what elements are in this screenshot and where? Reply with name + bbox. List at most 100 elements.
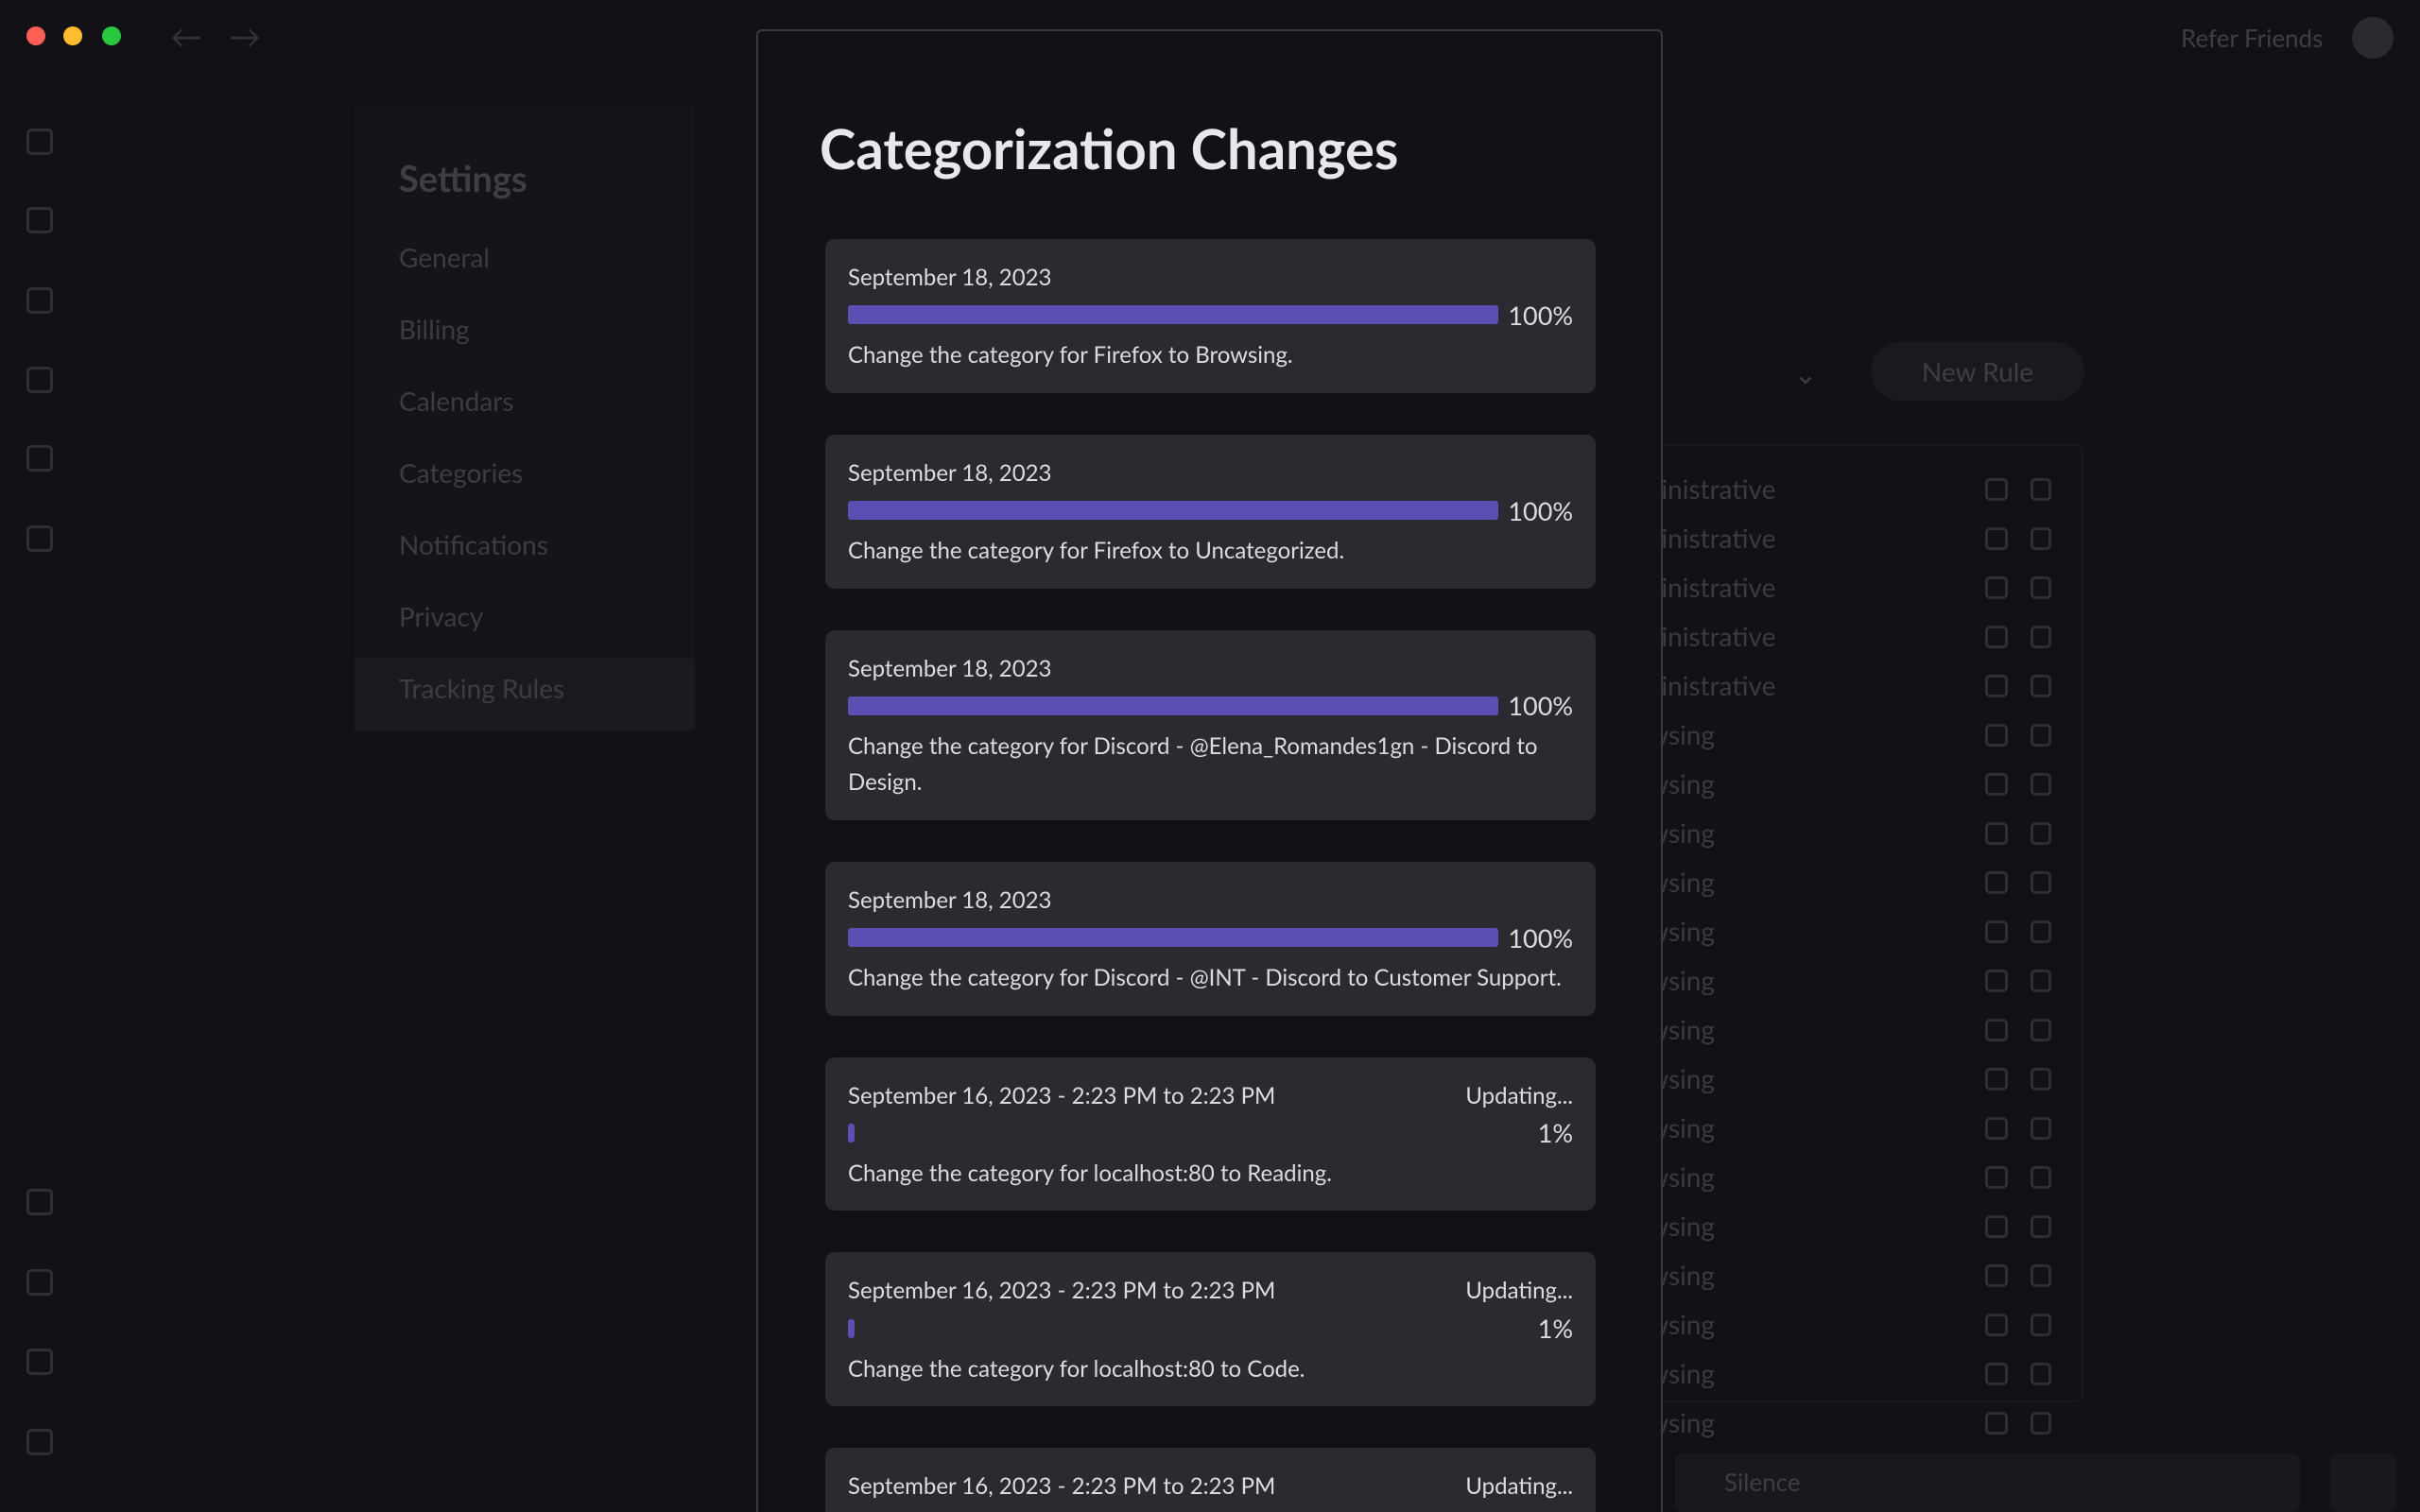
change-card: September 18, 2023 100% Change the categor… [825,239,1596,393]
delete-icon[interactable] [2031,626,2051,648]
edit-icon[interactable] [1985,1363,2008,1385]
minimize-button[interactable] [63,26,82,45]
back-arrow[interactable]: ← [170,17,202,56]
delete-icon[interactable] [2031,1412,2051,1435]
chat-button[interactable] [2330,1453,2396,1512]
close-button[interactable] [26,26,45,45]
card-date: September 18, 2023 [848,264,1052,291]
change-card: September 16, 2023 - 2:23 PM to 2:23 PM U… [825,1057,1596,1211]
menu-item[interactable]: Calendars [399,385,514,417]
menu-item[interactable]: Notifications [399,528,548,560]
progress-track [848,928,1498,948]
sidebar-icon[interactable] [26,525,53,552]
progress-track [848,696,1498,715]
edit-icon[interactable] [1985,724,2008,747]
edit-icon[interactable] [1985,1264,2008,1287]
new-rule-button[interactable]: New Rule [1871,342,2084,401]
card-description: Change the category for localhost:80 to … [848,1354,1305,1383]
sidebar-icon[interactable] [26,1269,53,1296]
sidebar-icon[interactable] [26,1189,53,1215]
progress-bar [848,1123,855,1143]
menu-item[interactable]: Privacy [399,600,484,632]
edit-icon[interactable] [1985,1166,2008,1189]
card-date: September 16, 2023 - 2:23 PM to 2:23 PM [848,1277,1276,1305]
modal: Categorization Changes September 18, 202… [756,29,1663,1512]
forward-arrow[interactable]: → [229,17,261,56]
delete-icon[interactable] [2031,1019,2051,1041]
edit-icon[interactable] [1985,675,2008,697]
menu-item[interactable]: Billing [399,313,470,345]
sidebar-icon[interactable] [26,1429,53,1455]
sidebar-icon[interactable] [26,445,53,472]
card-date: September 16, 2023 - 2:23 PM to 2:23 PM [848,1081,1276,1109]
delete-icon[interactable] [2031,724,2051,747]
progress-label: 100% [1508,299,1573,331]
sidebar-icon[interactable] [26,287,53,314]
delete-icon[interactable] [2031,1264,2051,1287]
delete-icon[interactable] [2031,478,2051,501]
delete-icon[interactable] [2031,773,2051,796]
delete-icon[interactable] [2031,1068,2051,1091]
edit-icon[interactable] [1985,1215,2008,1238]
edit-icon[interactable] [1985,871,2008,894]
progress-row: 100% [848,296,1573,334]
delete-icon[interactable] [2031,822,2051,845]
delete-icon[interactable] [2031,527,2051,550]
progress-row: 100% [848,919,1573,956]
progress-label: 1% [1498,1503,1573,1512]
menu-item[interactable]: Categories [399,456,524,489]
edit-icon[interactable] [1985,527,2008,550]
dropdown[interactable]: ⌄ [1793,356,1818,390]
edit-icon[interactable] [1985,1117,2008,1140]
delete-icon[interactable] [2031,1363,2051,1385]
delete-icon[interactable] [2031,1166,2051,1189]
edit-icon[interactable] [1985,920,2008,943]
delete-icon[interactable] [2031,920,2051,943]
progress-track [848,305,1498,325]
delete-icon[interactable] [2031,1314,2051,1336]
progress-label: 100% [1508,494,1573,526]
player-bar: Silence [1675,1453,2300,1512]
card-description: Change the category for Discord - @Elena… [848,731,1538,797]
sidebar-icon[interactable] [26,367,53,393]
card-status: Updating... [1465,1472,1573,1501]
edit-icon[interactable] [1985,1019,2008,1041]
progress-label: 1% [1537,1313,1573,1345]
card-date: September 18, 2023 [848,654,1052,682]
edit-icon[interactable] [1985,970,2008,992]
player-track: Silence [1724,1467,1801,1497]
menu-item[interactable]: Tracking Rules [399,672,565,704]
edit-icon[interactable] [1985,822,2008,845]
edit-icon[interactable] [1985,626,2008,648]
card-description: Change the category for Discord - @INT -… [848,964,1562,992]
edit-icon[interactable] [1985,1068,2008,1091]
avatar[interactable] [2352,17,2394,59]
sidebar-icon[interactable] [26,207,53,233]
progress-row: 1% [848,1310,1573,1348]
edit-icon[interactable] [1985,478,2008,501]
zoom-button[interactable] [102,26,121,45]
change-card: September 16, 2023 - 2:23 PM to 2:23 PM U… [825,1252,1596,1407]
card-header: September 18, 2023 [848,260,1573,296]
edit-icon[interactable] [1985,1314,2008,1336]
edit-icon[interactable] [1985,773,2008,796]
card-header: September 16, 2023 - 2:23 PM to 2:23 PM U… [848,1469,1573,1504]
menu-item[interactable]: General [399,241,490,273]
card-status: Updating... [1465,1277,1573,1305]
delete-icon[interactable] [2031,1215,2051,1238]
sidebar-icon[interactable] [26,1349,53,1375]
edit-icon[interactable] [1985,1412,2008,1435]
change-card: September 16, 2023 - 2:23 PM to 2:23 PM U… [825,1448,1596,1512]
delete-icon[interactable] [2031,1117,2051,1140]
delete-icon[interactable] [2031,576,2051,599]
edit-icon[interactable] [1985,576,2008,599]
sidebar-icon[interactable] [26,129,53,155]
delete-icon[interactable] [2031,871,2051,894]
progress-track [848,501,1498,521]
delete-icon[interactable] [2031,970,2051,992]
refer-friends[interactable]: Refer Friends [2181,23,2324,53]
menu-highlight [354,659,695,730]
delete-icon[interactable] [2031,675,2051,697]
progress-track [848,1318,1498,1338]
